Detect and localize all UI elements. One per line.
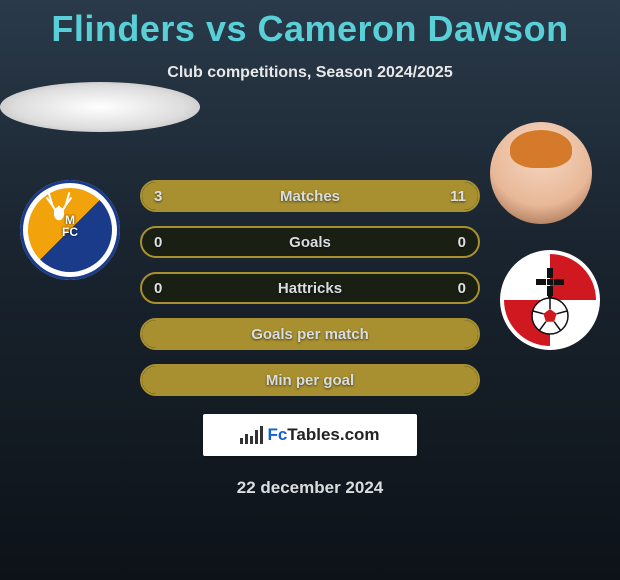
stag-icon: [42, 188, 76, 222]
stat-label: Hattricks: [142, 274, 478, 302]
branding-text: FcTables.com: [267, 425, 379, 445]
stat-row-goals: 0 Goals 0: [140, 226, 480, 258]
stats-panel: 3 Matches 11 0 Goals 0 0 Hattricks 0 Goa…: [140, 180, 480, 396]
date-label: 22 december 2024: [0, 478, 620, 498]
club-badge-right: [500, 250, 600, 350]
player-right-avatar: [490, 122, 592, 224]
stat-label: Goals per match: [142, 320, 478, 348]
stat-row-hattricks: 0 Hattricks 0: [140, 272, 480, 304]
stat-row-goals-per-match: Goals per match: [140, 318, 480, 350]
stat-row-matches: 3 Matches 11: [140, 180, 480, 212]
branding-com: .com: [340, 425, 380, 444]
chart-icon: [240, 426, 263, 444]
branding-badge: FcTables.com: [203, 414, 417, 456]
player-left-avatar: [0, 82, 200, 132]
stat-right-value: 0: [446, 274, 478, 302]
page-title: Flinders vs Cameron Dawson: [0, 0, 620, 50]
stat-label: Matches: [142, 182, 478, 210]
stat-row-min-per-goal: Min per goal: [140, 364, 480, 396]
stat-right-value: 0: [446, 228, 478, 256]
branding-fc: Fc: [267, 425, 287, 444]
stat-label: Goals: [142, 228, 478, 256]
stat-label: Min per goal: [142, 366, 478, 394]
stat-right-value: 11: [438, 182, 478, 210]
subtitle: Club competitions, Season 2024/2025: [0, 64, 620, 82]
branding-tables: Tables: [287, 425, 340, 444]
